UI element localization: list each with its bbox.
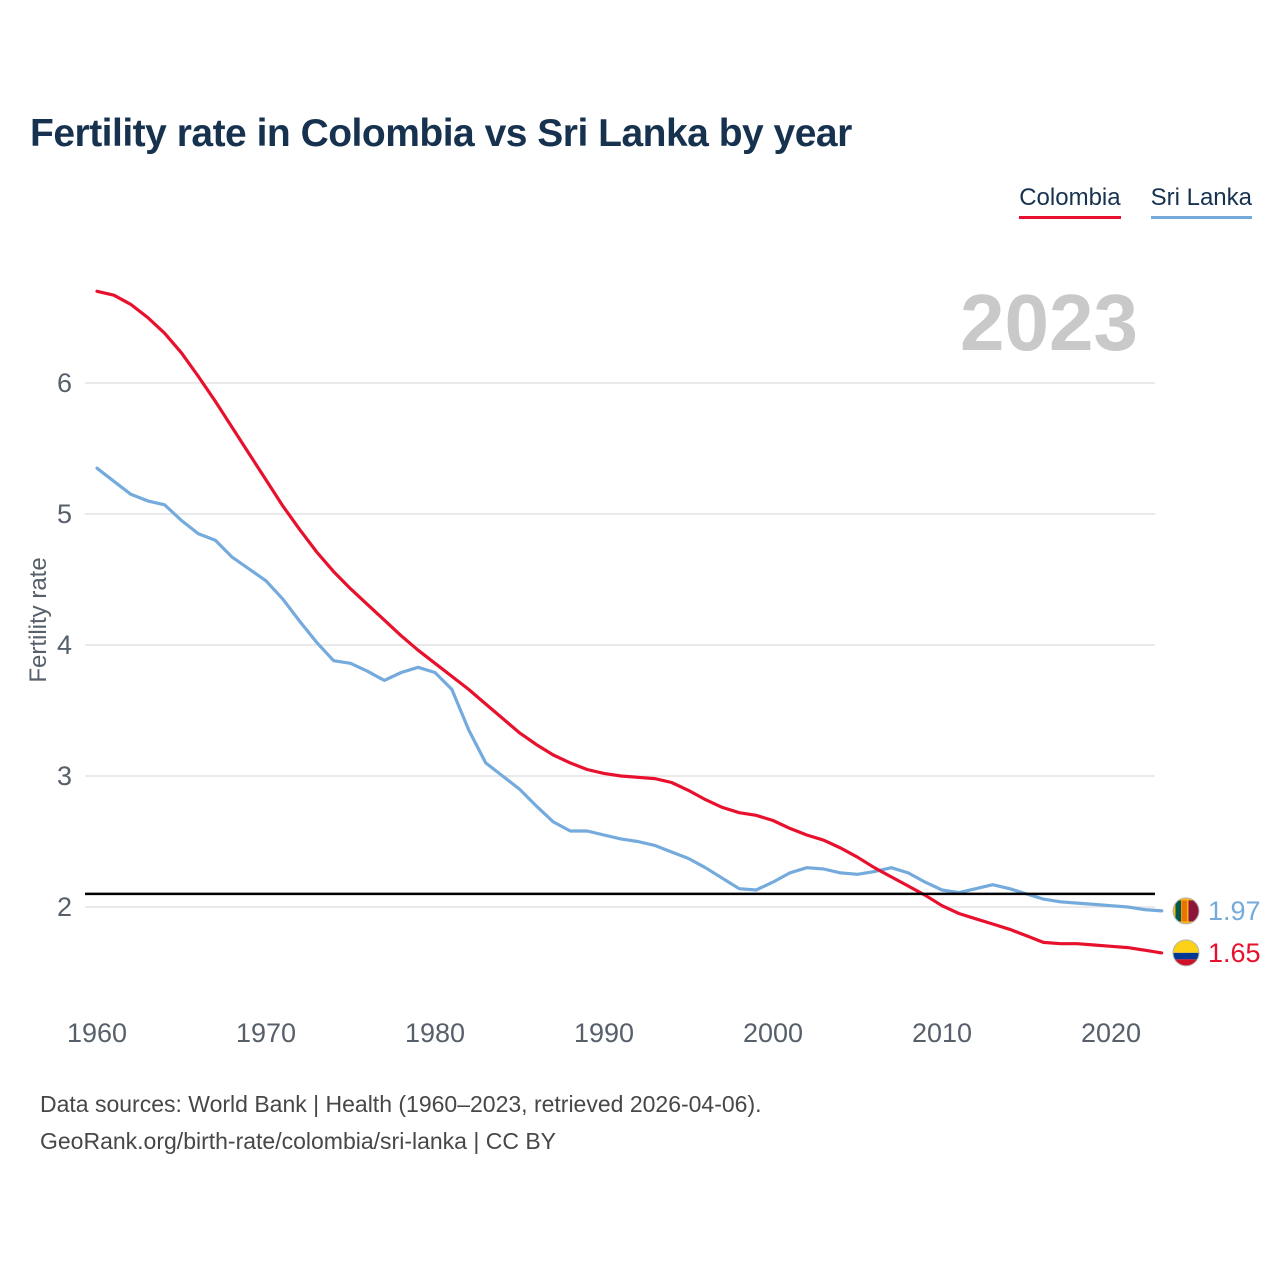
y-tick-label: 4	[57, 630, 72, 660]
footer-attribution-line: GeoRank.org/birth-rate/colombia/sri-lank…	[40, 1128, 557, 1154]
y-tick-label: 3	[57, 761, 72, 791]
y-axis-label: Fertility rate	[25, 557, 52, 682]
legend-item-colombia[interactable]: Colombia	[1019, 184, 1121, 219]
x-tick-label: 2000	[743, 1018, 803, 1048]
legend-item-sri-lanka[interactable]: Sri Lanka	[1150, 184, 1252, 219]
sri-lanka-flag-icon-ring	[1172, 897, 1200, 925]
x-tick-label: 1960	[67, 1018, 127, 1048]
legend: Colombia Sri Lanka	[1019, 184, 1252, 219]
x-tick-label: 1970	[236, 1018, 296, 1048]
x-tick-label: 1980	[405, 1018, 465, 1048]
colombia-flag-icon	[1173, 939, 1199, 966]
end-value-label-colombia: 1.65	[1208, 938, 1261, 968]
x-tick-label: 2010	[912, 1018, 972, 1048]
colombia-flag-icon-ring	[1172, 939, 1200, 967]
y-tick-label: 6	[57, 368, 72, 398]
end-value-label-sri-lanka: 1.97	[1208, 896, 1261, 926]
footer-source-line: Data sources: World Bank | Health (1960–…	[40, 1091, 762, 1117]
y-tick-label: 5	[57, 499, 72, 529]
sri-lanka-flag-icon	[1173, 897, 1199, 924]
sri-lanka-line	[95, 466, 1164, 913]
colombia-line	[95, 289, 1164, 955]
x-tick-label: 1990	[574, 1018, 634, 1048]
chart-footer: Data sources: World Bank | Health (1960–…	[40, 1086, 762, 1160]
y-tick-label: 2	[57, 892, 72, 922]
page-title: Fertility rate in Colombia vs Sri Lanka …	[30, 112, 852, 155]
x-tick-label: 2020	[1081, 1018, 1141, 1048]
year-watermark: 2023	[960, 278, 1138, 367]
